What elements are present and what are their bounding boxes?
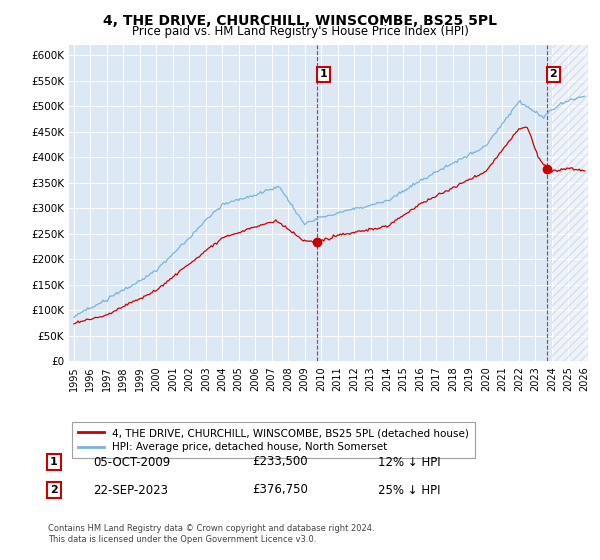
Text: 22-SEP-2023: 22-SEP-2023	[93, 483, 168, 497]
Text: 4, THE DRIVE, CHURCHILL, WINSCOMBE, BS25 5PL: 4, THE DRIVE, CHURCHILL, WINSCOMBE, BS25…	[103, 14, 497, 28]
Text: 05-OCT-2009: 05-OCT-2009	[93, 455, 170, 469]
Bar	[552, 4, 593, 361]
Text: 25% ↓ HPI: 25% ↓ HPI	[378, 483, 440, 497]
Text: 12% ↓ HPI: 12% ↓ HPI	[378, 455, 440, 469]
Legend: 4, THE DRIVE, CHURCHILL, WINSCOMBE, BS25 5PL (detached house), HPI: Average pric: 4, THE DRIVE, CHURCHILL, WINSCOMBE, BS25…	[71, 422, 475, 459]
Text: 1: 1	[50, 457, 58, 467]
Text: Contains HM Land Registry data © Crown copyright and database right 2024.
This d: Contains HM Land Registry data © Crown c…	[48, 524, 374, 544]
Text: 2: 2	[50, 485, 58, 495]
Text: £233,500: £233,500	[252, 455, 308, 469]
Text: 2: 2	[550, 69, 557, 80]
Text: Price paid vs. HM Land Registry's House Price Index (HPI): Price paid vs. HM Land Registry's House …	[131, 25, 469, 38]
Text: 1: 1	[320, 69, 328, 80]
Text: £376,750: £376,750	[252, 483, 308, 497]
